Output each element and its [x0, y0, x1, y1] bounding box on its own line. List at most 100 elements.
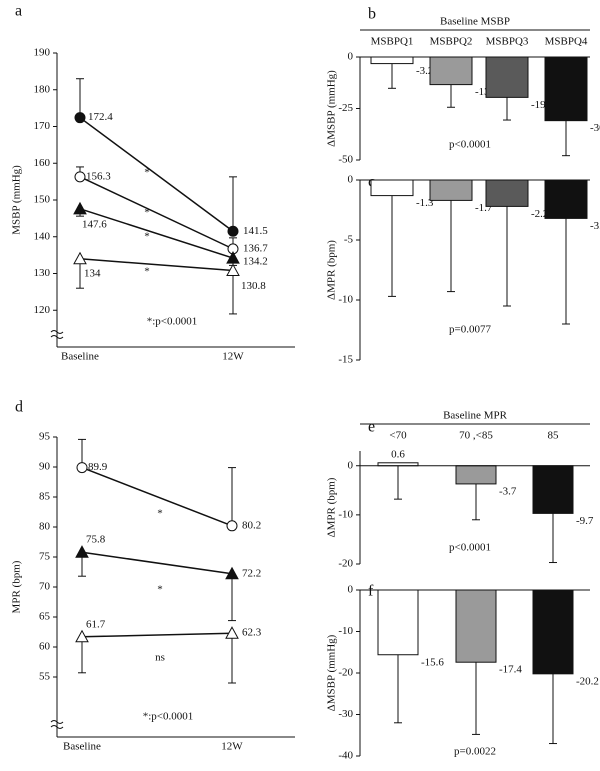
panel-label: e	[368, 419, 375, 436]
value-label: 61.7	[86, 618, 106, 630]
annotation: p<0.0001	[449, 139, 491, 151]
category-label: 85	[548, 430, 560, 442]
category-label: MSBPQ1	[371, 36, 414, 48]
y-tick-label: -20	[338, 667, 353, 679]
category-label: MSBPQ3	[486, 36, 529, 48]
bar	[370, 56, 414, 65]
series-line	[81, 466, 233, 527]
value-label: -9.7	[576, 515, 594, 527]
y-tick-label: -10	[338, 625, 353, 637]
annotation: p=0.0077	[449, 324, 491, 336]
bar	[532, 589, 574, 675]
value-label: 136.7	[243, 242, 268, 254]
panel-label: b	[368, 6, 376, 23]
bar	[455, 589, 497, 663]
y-tick-label: 170	[34, 120, 51, 132]
y-tick-label: 180	[34, 83, 51, 95]
category-label: MSBPQ2	[430, 36, 473, 48]
value-label: 0.6	[391, 448, 405, 460]
y-axis-label: ΔMPR (bpm)	[326, 240, 338, 300]
bar	[485, 56, 529, 98]
point	[74, 171, 86, 183]
bar	[370, 179, 414, 197]
bar	[532, 465, 574, 514]
y-tick-label: 0	[348, 584, 354, 596]
value-label: -1.3	[416, 197, 434, 209]
y-axis-label: ΔMSBP (mmHg)	[326, 70, 338, 147]
bar	[455, 465, 497, 485]
y-tick-label: -40	[338, 750, 353, 762]
series-line	[79, 208, 234, 259]
y-tick-label: 80	[39, 521, 51, 533]
y-tick-label: 0	[348, 174, 354, 186]
bar	[544, 56, 588, 122]
y-tick-label: 75	[39, 551, 51, 563]
annotation: p<0.0001	[449, 542, 491, 554]
y-tick-label: 140	[34, 230, 51, 242]
y-tick-label: 95	[39, 431, 51, 443]
point	[226, 251, 240, 264]
value-label: 156.3	[86, 170, 111, 182]
point	[73, 201, 87, 215]
value-label: -3.2	[416, 65, 433, 77]
value-label: -15.6	[421, 656, 444, 668]
annotation: *	[144, 167, 150, 179]
y-tick-label: 160	[34, 157, 51, 169]
y-tick-label: 70	[39, 581, 51, 593]
x-tick-label: Baseline	[63, 741, 101, 753]
y-tick-label: 130	[34, 267, 51, 279]
point	[225, 566, 239, 580]
y-tick-label: 190	[34, 47, 51, 59]
y-tick-label: 0	[348, 51, 354, 63]
annotation: *	[144, 207, 150, 219]
value-label: 75.8	[86, 534, 106, 546]
chart-title: Baseline MPR	[443, 410, 508, 422]
panel-label: d	[15, 399, 23, 416]
y-tick-label: -10	[338, 294, 353, 306]
y-tick-label: -15	[338, 354, 353, 366]
annotation: *	[144, 266, 150, 278]
axis-break	[50, 720, 64, 729]
y-tick-label: -25	[338, 102, 353, 114]
value-label: 141.5	[243, 225, 268, 237]
y-tick-label: -10	[338, 508, 353, 520]
y-tick-label: -30	[338, 708, 353, 720]
y-tick-label: 60	[39, 641, 51, 653]
y-axis-label: ΔMSBP (mmHg)	[326, 634, 338, 711]
value-label: -20.2	[576, 675, 599, 687]
bar	[429, 179, 473, 201]
y-tick-label: -20	[338, 558, 353, 570]
series-line	[81, 551, 233, 575]
y-tick-label: 55	[39, 671, 51, 683]
panel-label: a	[15, 3, 22, 20]
value-label: 72.2	[242, 567, 261, 579]
value-label: 147.6	[82, 218, 107, 230]
point	[74, 112, 86, 124]
annotation: *:p<0.0001	[143, 711, 194, 723]
point	[226, 520, 238, 532]
x-tick-label: Baseline	[61, 351, 99, 363]
annotation: *	[144, 231, 150, 243]
y-tick-label: 90	[39, 461, 51, 473]
value-label: -17.4	[499, 664, 522, 676]
value-label: 89.9	[88, 461, 108, 473]
y-tick-label: -5	[344, 234, 354, 246]
category-label: <70	[389, 430, 407, 442]
y-tick-label: 120	[34, 304, 51, 316]
axis-break	[50, 330, 64, 339]
series-line	[81, 632, 233, 638]
y-tick-label: -50	[338, 154, 353, 166]
value-label: 134.2	[243, 256, 268, 268]
category-label: MSBPQ4	[545, 36, 588, 48]
y-axis-label: MSBP (mmHg)	[11, 165, 23, 235]
series-line	[79, 117, 234, 232]
value-label: -2.2	[531, 208, 548, 220]
category-label: 70 ,<85	[459, 430, 493, 442]
chart-title: Baseline MSBP	[440, 16, 510, 28]
y-axis-label: MPR (bpm)	[11, 560, 23, 613]
point	[75, 545, 89, 558]
point	[226, 263, 240, 277]
value-label: 130.8	[241, 280, 266, 292]
panel-label: f	[368, 583, 374, 600]
point	[76, 462, 88, 474]
